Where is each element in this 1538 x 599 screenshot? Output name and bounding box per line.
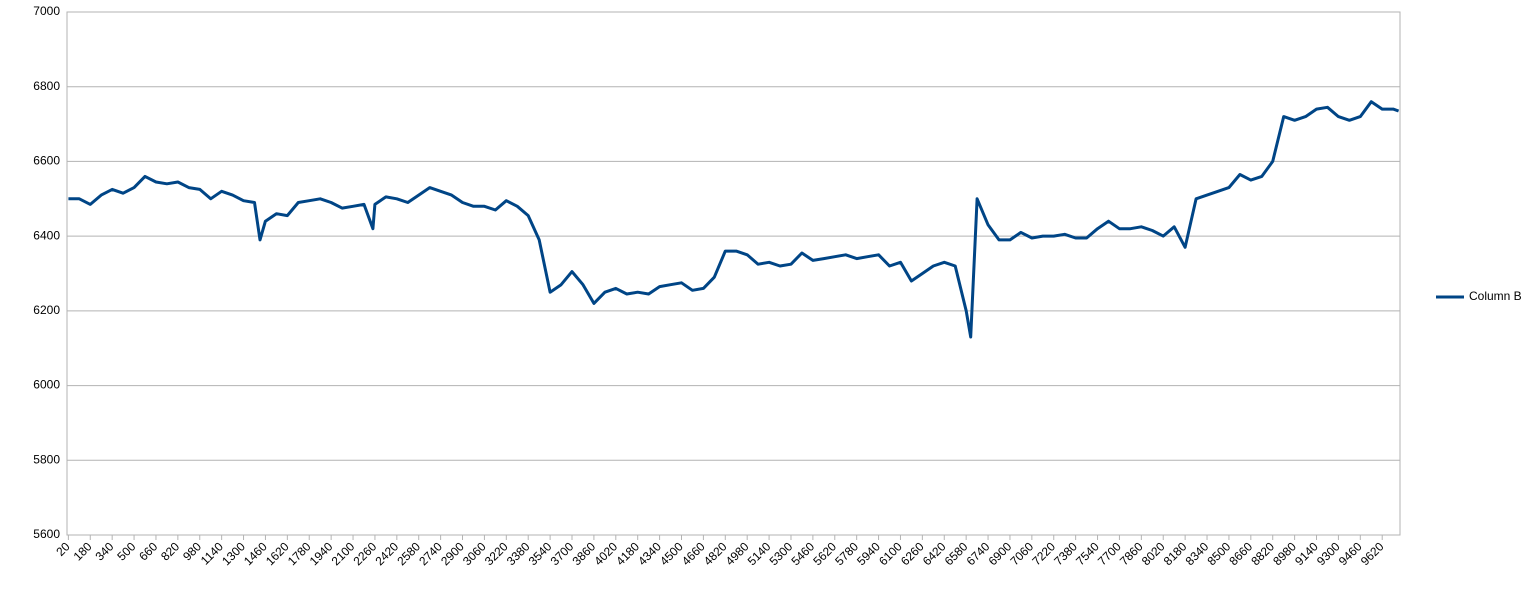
x-tick-label: 9620 <box>1358 539 1387 568</box>
x-tick-label: 6100 <box>876 539 905 568</box>
x-tick-label: 5300 <box>767 539 796 568</box>
x-tick-label: 3220 <box>482 539 511 568</box>
plot-frame <box>66 11 1401 536</box>
x-tick-label: 7220 <box>1029 539 1058 568</box>
x-tick-label: 7380 <box>1051 539 1080 568</box>
x-tick-label: 4020 <box>591 539 620 568</box>
x-tick-label: 2580 <box>394 539 423 568</box>
x-tick-label: 5460 <box>788 539 817 568</box>
y-tick-label: 6600 <box>33 154 60 168</box>
x-tick-label: 9460 <box>1336 539 1365 568</box>
x-tick-label: 9140 <box>1292 539 1321 568</box>
x-tick-label: 7860 <box>1117 539 1146 568</box>
x-tick-label: 6740 <box>964 539 993 568</box>
x-tick-label: 4340 <box>635 539 664 568</box>
x-tick-label: 7700 <box>1095 539 1124 568</box>
y-tick-label: 5800 <box>33 452 60 466</box>
x-tick-label: 500 <box>114 539 138 563</box>
x-tick-label: 1460 <box>241 539 270 568</box>
legend-label: Column B <box>1469 289 1522 303</box>
x-tick-label: 9300 <box>1314 539 1343 568</box>
x-tick-label: 180 <box>71 539 95 563</box>
x-tick-label: 8340 <box>1183 539 1212 568</box>
x-tick-label: 6420 <box>920 539 949 568</box>
x-tick-label: 3540 <box>526 539 555 568</box>
x-tick-label: 4500 <box>657 539 686 568</box>
x-tick-label: 1620 <box>263 539 292 568</box>
x-tick-label: 5140 <box>745 539 774 568</box>
y-tick-label: 6800 <box>33 79 60 93</box>
x-tick-label: 4980 <box>723 539 752 568</box>
x-tick-label: 4660 <box>679 539 708 568</box>
x-tick-label: 5780 <box>832 539 861 568</box>
y-tick-label: 6000 <box>33 378 60 392</box>
x-tick-label: 340 <box>92 539 116 563</box>
x-tick-label: 7060 <box>1007 539 1036 568</box>
x-tick-label: 8980 <box>1270 539 1299 568</box>
x-tick-label: 3700 <box>548 539 577 568</box>
y-tick-label: 5600 <box>33 527 60 541</box>
x-tick-label: 2740 <box>416 539 445 568</box>
x-tick-label: 5620 <box>810 539 839 568</box>
y-tick-label: 6400 <box>33 228 60 242</box>
x-tick-label: 4820 <box>701 539 730 568</box>
y-tick-label: 6200 <box>33 303 60 317</box>
x-tick-label: 1300 <box>219 539 248 568</box>
data-line <box>68 100 1400 339</box>
x-tick-label: 8820 <box>1248 539 1277 568</box>
x-tick-label: 8500 <box>1205 539 1234 568</box>
y-tick-label: 7000 <box>33 4 60 18</box>
x-tick-label: 820 <box>158 539 182 563</box>
x-tick-label: 2420 <box>372 539 401 568</box>
x-tick-label: 3860 <box>569 539 598 568</box>
x-tick-label: 6900 <box>986 539 1015 568</box>
x-tick-label: 4180 <box>613 539 642 568</box>
x-tick-label: 6260 <box>898 539 927 568</box>
x-tick-label: 1140 <box>198 539 226 567</box>
x-tick-label: 2260 <box>351 539 380 568</box>
x-tick-label: 20 <box>53 539 73 559</box>
x-tick-label: 5940 <box>854 539 883 568</box>
x-tick-label: 7540 <box>1073 539 1102 568</box>
x-tick-label: 660 <box>136 539 160 563</box>
x-tick-label: 1940 <box>307 539 336 568</box>
x-tick-label: 3060 <box>460 539 489 568</box>
x-tick-label: 1780 <box>285 539 314 568</box>
x-tick-label: 2900 <box>438 539 467 568</box>
x-tick-label: 2100 <box>329 539 358 568</box>
x-tick-label: 8180 <box>1161 539 1190 568</box>
x-tick-label: 3380 <box>504 539 533 568</box>
x-tick-label: 8660 <box>1226 539 1255 568</box>
x-tick-label: 8020 <box>1139 539 1168 568</box>
x-tick-label: 6580 <box>942 539 971 568</box>
